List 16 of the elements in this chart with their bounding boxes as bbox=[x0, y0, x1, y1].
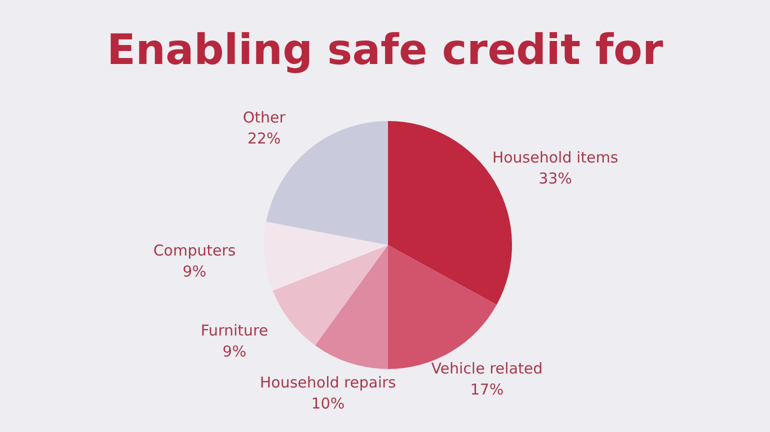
slice-label: Household repairs bbox=[260, 373, 396, 392]
pie-slice bbox=[264, 222, 388, 291]
data-label: 33% bbox=[538, 170, 572, 188]
pie-slice bbox=[315, 245, 388, 369]
data-label: 9% bbox=[182, 262, 206, 280]
slice-label: Computers bbox=[153, 241, 236, 260]
chart-title: Enabling safe credit for bbox=[106, 25, 664, 74]
data-label: 9% bbox=[222, 342, 246, 360]
slice-label: Household items bbox=[492, 148, 618, 167]
data-label: 22% bbox=[247, 129, 281, 148]
slice-label: Furniture bbox=[200, 321, 268, 340]
slice-label: Vehicle related bbox=[431, 360, 543, 378]
pie-slice bbox=[272, 245, 388, 346]
slice-label: Other bbox=[242, 108, 286, 126]
data-label: 17% bbox=[470, 380, 504, 399]
data-label: 10% bbox=[311, 394, 345, 412]
